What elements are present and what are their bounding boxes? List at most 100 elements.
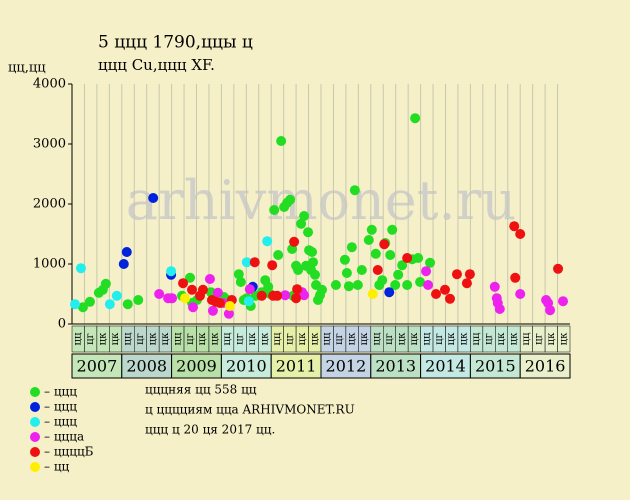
data-point (223, 308, 234, 319)
data-point (415, 277, 426, 287)
quarter-label: цк (147, 332, 158, 345)
year-label: 2010 (226, 357, 267, 376)
data-point (272, 290, 283, 301)
quarter-label: цц (372, 332, 383, 345)
quarter-label: цц (322, 332, 333, 345)
legend-marker (30, 432, 40, 442)
data-point (515, 229, 526, 239)
legend-marker (30, 402, 40, 412)
year-label: 2014 (425, 357, 466, 376)
data-point (346, 242, 357, 253)
data-point (377, 275, 388, 286)
data-point (269, 205, 280, 215)
quarter-label: цк (247, 332, 258, 345)
data-point (366, 224, 377, 235)
quarter-label: цк (347, 332, 358, 345)
chart-title: 5 ццц 1790,ццы ц (98, 33, 253, 53)
year-band (171, 353, 222, 379)
year-band (519, 353, 571, 379)
quarter-label: цк (496, 332, 507, 345)
note: ц цццциям цца ARHIVMONET.RU (145, 403, 355, 417)
note: цццняя цц 558 цц (145, 383, 257, 397)
data-point (308, 257, 319, 268)
quarter-label: цк (98, 332, 109, 345)
data-point (133, 295, 144, 305)
year-label: 2007 (77, 357, 118, 376)
data-point (363, 235, 374, 245)
year-band (71, 353, 123, 379)
quarter-label: цг (185, 333, 196, 345)
data-point (310, 269, 321, 280)
year-band (370, 353, 422, 379)
data-point (241, 257, 252, 268)
data-point (69, 299, 80, 310)
data-point (188, 302, 199, 313)
quarter-label: цк (558, 332, 569, 345)
year-band (320, 353, 372, 379)
quarter-label: цк (160, 332, 171, 345)
data-point (387, 224, 398, 235)
y-tick-label: 4000 (33, 77, 66, 92)
data-point (509, 221, 520, 232)
data-point (280, 290, 291, 301)
data-point (558, 296, 569, 307)
y-tick-label: 1000 (33, 257, 66, 272)
data-point (299, 211, 310, 221)
data-point (122, 299, 133, 310)
data-point (233, 269, 244, 280)
quarter-label: цк (197, 332, 208, 345)
data-point (276, 136, 287, 146)
note: ццц ц 20 ця 2017 цц. (145, 423, 275, 437)
data-point (553, 263, 564, 274)
data-point (385, 250, 396, 260)
data-point (296, 218, 307, 229)
data-point (197, 284, 208, 295)
data-point (489, 281, 500, 292)
y-axis-label: цц,цц (8, 61, 46, 76)
year-label: 2016 (525, 357, 566, 376)
y-tick-label: 0 (58, 317, 66, 332)
year-band (469, 353, 521, 379)
quarter-label: цг (533, 333, 544, 345)
data-point (343, 281, 354, 292)
data-point (390, 280, 401, 290)
data-point (289, 236, 300, 247)
data-point (273, 250, 284, 260)
legend-marker (30, 447, 40, 457)
quarter-label: цц (272, 332, 283, 345)
data-point (413, 253, 424, 263)
legend-label: – цццa (44, 430, 84, 444)
data-point (224, 301, 235, 311)
legend-label: – ццц (44, 415, 77, 429)
data-point (285, 194, 296, 205)
quarter-label: цк (359, 332, 370, 345)
quarter-label: цг (135, 333, 146, 345)
year-label: 2012 (326, 357, 367, 376)
year-label: 2009 (176, 357, 217, 376)
data-point (307, 247, 318, 257)
data-point (410, 113, 421, 124)
data-point (545, 305, 556, 316)
quarter-label: цг (434, 333, 445, 345)
quarter-label: цц (471, 332, 482, 345)
data-point (244, 284, 255, 295)
data-point (397, 260, 408, 271)
legend-label: – ццццБ (44, 445, 94, 459)
quarter-label: цц (123, 332, 134, 345)
quarter-label: цк (110, 332, 121, 345)
data-point (431, 289, 442, 299)
quarter-label: цк (546, 332, 557, 345)
year-band (220, 353, 272, 379)
data-point (341, 268, 352, 278)
data-point (121, 247, 132, 257)
data-point (235, 277, 246, 287)
data-point (185, 272, 196, 283)
year-label: 2008 (126, 357, 167, 376)
legend-marker (30, 417, 40, 427)
data-point (510, 272, 521, 283)
quarter-label: цк (409, 332, 420, 345)
data-point (75, 263, 86, 274)
y-tick-label: 2000 (33, 197, 66, 212)
quarter-label: цк (297, 332, 308, 345)
